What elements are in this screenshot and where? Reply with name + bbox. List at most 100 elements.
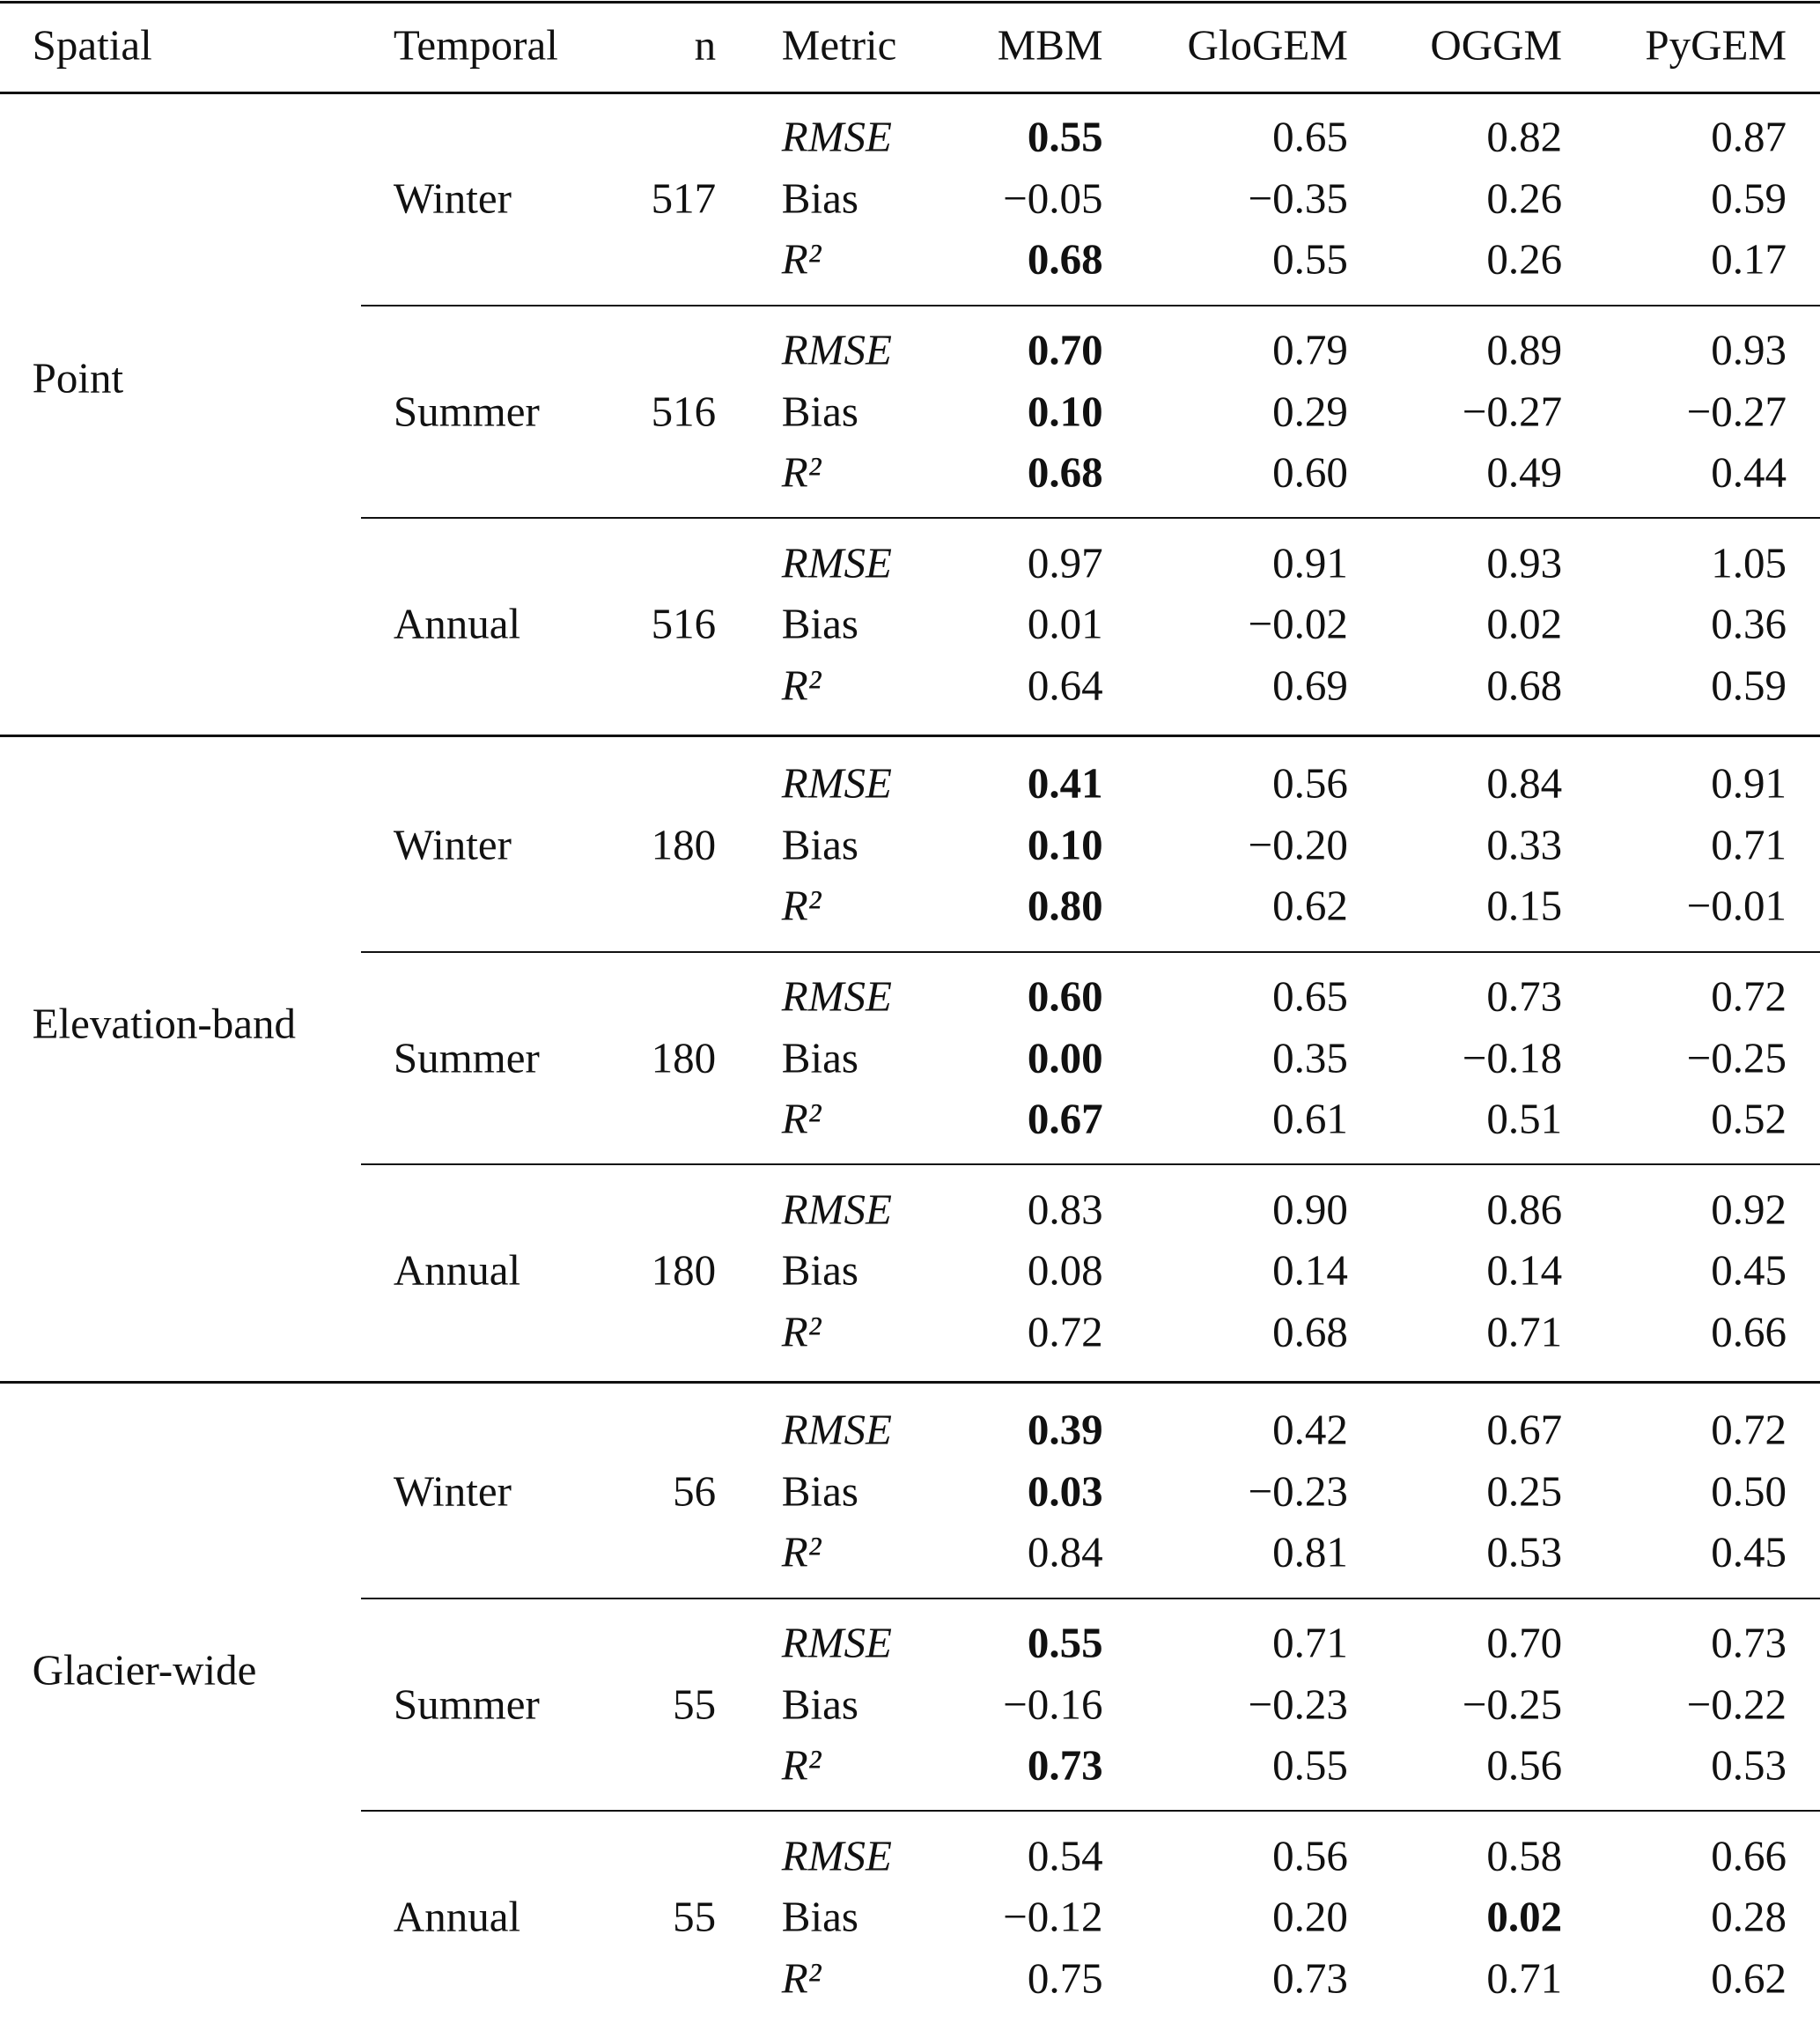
value-cell: 0.72: [1027, 1307, 1103, 1356]
value-cell: 0.08: [1027, 1245, 1103, 1295]
value-cell: 0.59: [1711, 661, 1787, 710]
value-cell: 0.61: [1272, 1094, 1348, 1143]
value-cell: −0.35: [1248, 174, 1348, 223]
value-cell: 0.39: [1027, 1405, 1103, 1454]
value-cell: 0.29: [1272, 387, 1348, 436]
value-cell: 0.68: [1027, 447, 1103, 497]
column-header: Temporal: [393, 20, 558, 70]
column-header: PyGEM: [1645, 20, 1787, 70]
value-cell: 0.56: [1486, 1740, 1563, 1790]
temporal-label: Winter: [393, 820, 512, 869]
value-cell: 0.52: [1711, 1094, 1787, 1143]
value-cell: 0.75: [1027, 1953, 1103, 2003]
value-cell: 0.65: [1272, 112, 1348, 161]
temporal-label: Annual: [393, 599, 521, 648]
value-cell: 0.65: [1272, 971, 1348, 1021]
n-value: 516: [651, 599, 717, 648]
value-cell: −0.05: [1003, 174, 1103, 223]
value-cell: 0.73: [1027, 1740, 1103, 1790]
value-cell: 0.68: [1272, 1307, 1348, 1356]
value-cell: 0.97: [1027, 538, 1103, 587]
n-value: 516: [651, 387, 717, 436]
rule: [361, 950, 1820, 953]
value-cell: −0.01: [1686, 881, 1787, 930]
value-cell: 0.69: [1272, 661, 1348, 710]
metric-label: RMSE: [781, 112, 892, 161]
value-cell: −0.25: [1462, 1680, 1563, 1729]
n-value: 180: [651, 820, 717, 869]
value-cell: −0.27: [1462, 387, 1563, 436]
metric-label: Bias: [781, 387, 858, 436]
column-header: OGGM: [1430, 20, 1563, 70]
value-cell: 0.80: [1027, 881, 1103, 930]
rule: [0, 91, 1820, 94]
value-cell: 0.91: [1272, 538, 1348, 587]
metric-label: RMSE: [781, 538, 892, 587]
value-cell: 0.90: [1272, 1185, 1348, 1234]
value-cell: 0.71: [1711, 820, 1787, 869]
value-cell: 0.55: [1027, 112, 1103, 161]
value-cell: −0.25: [1686, 1033, 1787, 1082]
value-cell: 0.84: [1027, 1527, 1103, 1576]
value-cell: −0.20: [1248, 820, 1348, 869]
value-cell: −0.16: [1003, 1680, 1103, 1729]
value-cell: 0.93: [1486, 538, 1563, 587]
value-cell: −0.12: [1003, 1892, 1103, 1941]
value-cell: 0.73: [1711, 1618, 1787, 1667]
value-cell: 0.73: [1486, 971, 1563, 1021]
value-cell: 0.44: [1711, 447, 1787, 497]
value-cell: 0.79: [1272, 325, 1348, 374]
metric-label: Bias: [781, 1033, 858, 1082]
metric-label: R²: [781, 1953, 822, 2003]
value-cell: −0.27: [1686, 387, 1787, 436]
value-cell: 0.70: [1486, 1618, 1563, 1667]
rule: [361, 1163, 1820, 1166]
column-header: n: [694, 20, 717, 70]
value-cell: 0.53: [1711, 1740, 1787, 1790]
value-cell: 0.36: [1711, 599, 1787, 648]
value-cell: 0.64: [1027, 661, 1103, 710]
value-cell: 0.20: [1272, 1892, 1348, 1941]
value-cell: 0.56: [1272, 1831, 1348, 1880]
metric-label: R²: [781, 661, 822, 710]
n-value: 180: [651, 1245, 717, 1295]
metric-label: Bias: [781, 174, 858, 223]
value-cell: 0.50: [1711, 1466, 1787, 1516]
metric-label: Bias: [781, 820, 858, 869]
value-cell: 0.67: [1486, 1405, 1563, 1454]
value-cell: 0.02: [1486, 1892, 1563, 1941]
value-cell: 0.42: [1272, 1405, 1348, 1454]
metric-label: RMSE: [781, 1831, 892, 1880]
value-cell: 0.53: [1486, 1527, 1563, 1576]
rule: [361, 1810, 1820, 1813]
metric-label: RMSE: [781, 1618, 892, 1667]
value-cell: 0.51: [1486, 1094, 1563, 1143]
value-cell: 1.05: [1711, 538, 1787, 587]
value-cell: 0.03: [1027, 1466, 1103, 1516]
n-value: 180: [651, 1033, 717, 1082]
metric-label: R²: [781, 1740, 822, 1790]
temporal-label: Summer: [393, 387, 540, 436]
temporal-label: Annual: [393, 1892, 521, 1941]
metric-label: RMSE: [781, 758, 892, 808]
metric-label: Bias: [781, 1245, 858, 1295]
value-cell: −0.22: [1686, 1680, 1787, 1729]
value-cell: 0.87: [1711, 112, 1787, 161]
n-value: 56: [673, 1466, 717, 1516]
temporal-label: Winter: [393, 1466, 512, 1516]
value-cell: 0.70: [1027, 325, 1103, 374]
value-cell: 0.62: [1711, 1953, 1787, 2003]
value-cell: −0.23: [1248, 1680, 1348, 1729]
n-value: 55: [673, 1892, 717, 1941]
value-cell: 0.10: [1027, 820, 1103, 869]
value-cell: 0.00: [1027, 1033, 1103, 1082]
value-cell: 0.55: [1027, 1618, 1103, 1667]
column-header: GloGEM: [1187, 20, 1348, 70]
metric-label: Bias: [781, 1892, 858, 1941]
value-cell: 0.17: [1711, 234, 1787, 284]
metric-label: RMSE: [781, 1185, 892, 1234]
rule: [361, 1597, 1820, 1599]
value-cell: 0.71: [1272, 1618, 1348, 1667]
value-cell: 0.93: [1711, 325, 1787, 374]
column-header: MBM: [997, 20, 1103, 70]
